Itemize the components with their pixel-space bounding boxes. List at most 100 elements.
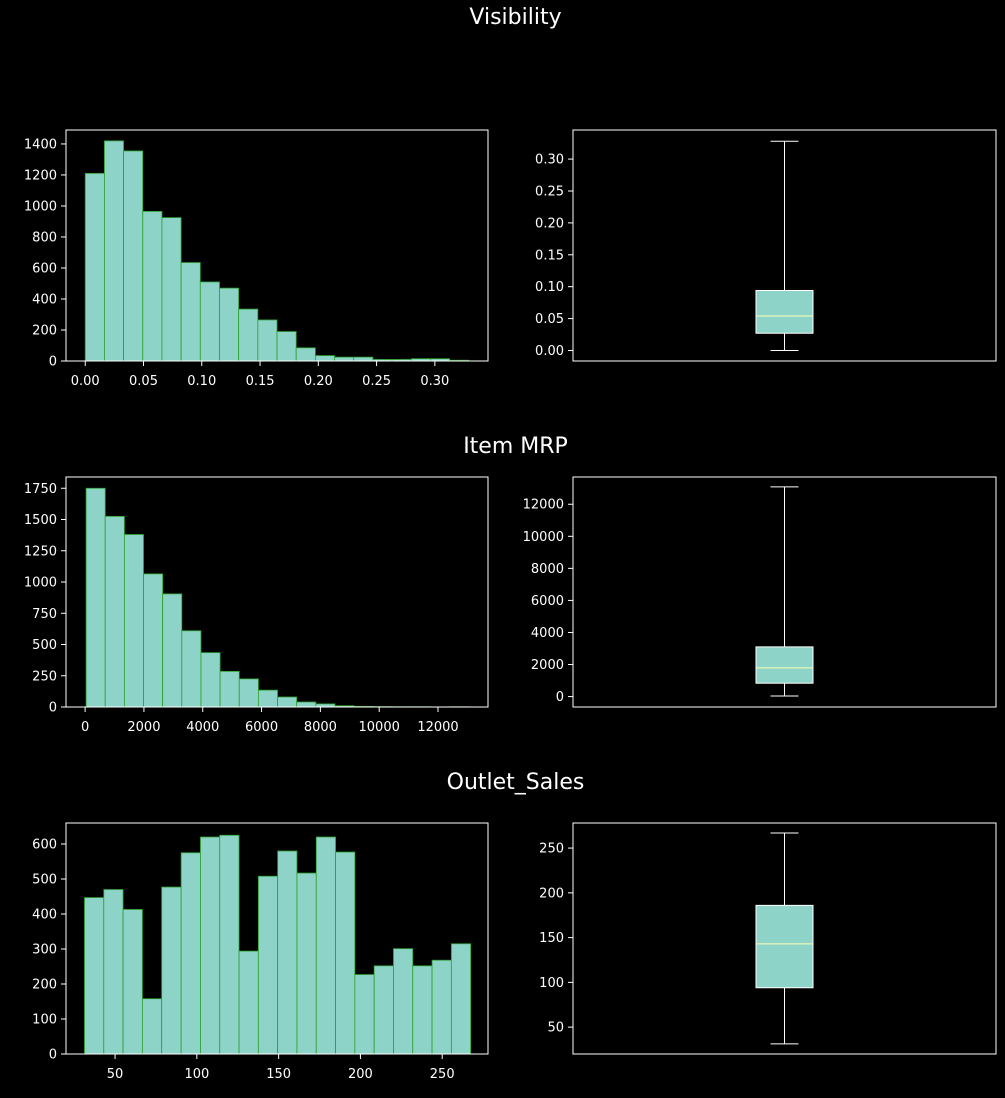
chart-1-xtick-label: 0.20 [304,374,333,389]
chart-3-axes-frame [65,476,489,708]
chart-3-bar-1 [85,487,106,708]
chart-5-bar-4 [141,998,163,1055]
chart-6-axes-frame [572,822,997,1055]
chart-5-bar-8 [219,834,240,1055]
chart-3-bar-12 [296,701,317,708]
chart-3-bar-11 [277,696,298,708]
chart-5-bar-20 [450,943,472,1055]
chart-5-bar-18 [412,965,433,1055]
chart-1-ytick-label: 200 [32,323,57,338]
chart-3-ytick-label: 1000 [24,576,57,591]
chart-2-ytick-label: 0.25 [535,184,564,199]
chart-3-ytick-label: 1500 [24,513,57,528]
chart-5-bar-16 [373,965,394,1055]
chart-5-ytick-label: 0 [49,1048,57,1063]
chart-3-ytick-label: 750 [32,607,57,622]
chart-1-xtick-label: 0.25 [362,374,391,389]
chart-1-xtick-label: 0.15 [246,374,275,389]
chart-3-xtick-label: 6000 [245,720,278,735]
chart-1-ytick-label: 1000 [24,199,57,214]
chart-3-xtick-label: 0 [81,720,89,735]
chart-1-bar-13 [314,355,335,362]
chart-5-xtick-label: 200 [348,1067,373,1082]
chart-5-bar-5 [161,886,182,1055]
chart-1-bar-14 [334,356,355,362]
chart-4-box [755,646,814,684]
chart-4-ytick-label: 2000 [531,658,564,673]
chart-5-xtick-label: 50 [107,1067,124,1082]
chart-1-bar-12 [295,347,316,362]
chart-1-bar-15 [353,356,374,362]
chart-5-bar-1 [84,897,105,1055]
chart-6-ytick-label: 100 [539,976,564,991]
chart-1-bar-2 [104,140,124,362]
chart-1-ytick-label: 1400 [24,137,57,152]
chart-6-ytick-label: 250 [539,842,564,857]
chart-5-bar-10 [257,875,279,1055]
chart-4-ytick-label: 8000 [531,562,564,577]
chart-5-xtick-label: 250 [430,1067,455,1082]
chart-1-xtick-label: 0.00 [71,374,100,389]
chart-3-bar-5 [162,593,183,708]
chart-3-xtick-label: 4000 [186,720,219,735]
chart-3-bar-10 [257,689,278,708]
chart-5-ytick-label: 400 [32,908,57,923]
chart-1-ytick-label: 1200 [24,168,57,183]
chart-6-box [755,904,814,989]
chart-4-axes-frame [572,476,997,708]
chart-4-ytick-label: 6000 [531,594,564,609]
chart-2-ytick-label: 0.30 [535,153,564,168]
chart-2-box [755,290,814,334]
chart-1-bar-6 [180,262,201,362]
chart-4-ytick-label: 12000 [523,498,564,513]
chart-3-bar-8 [219,670,240,708]
chart-3-ytick-label: 1250 [24,544,57,559]
chart-5-ytick-label: 500 [32,873,57,888]
chart-1-bar-7 [199,281,220,362]
chart-1-bar-10 [257,319,278,362]
chart-1-bar-4 [142,210,163,362]
chart-3-bar-9 [238,678,259,708]
chart-2-ytick-label: 0.10 [535,280,564,295]
chart-5-bar-6 [180,852,201,1055]
chart-1-axes-frame [65,129,489,362]
chart-1-bar-11 [276,331,297,362]
chart-2-ytick-label: 0.05 [535,312,564,327]
chart-3-xtick-label: 12000 [417,720,458,735]
chart-1-bar-3 [123,150,144,362]
chart-2-ytick-label: 0.00 [535,344,564,359]
chart-3-ytick-label: 250 [32,669,57,684]
chart-5-axes-frame [65,822,489,1055]
chart-1-ytick-label: 400 [32,292,57,307]
chart-3-ytick-label: 1750 [24,482,57,497]
chart-4-ytick-label: 4000 [531,626,564,641]
chart-5-bar-15 [354,974,375,1055]
row-title-visibility: Visibility [469,5,562,30]
chart-5-bar-19 [431,959,452,1055]
chart-6-ytick-label: 150 [539,931,564,946]
chart-1-bar-8 [219,287,240,362]
chart-5-ytick-label: 200 [32,978,57,993]
chart-1-ytick-label: 0 [49,355,57,370]
chart-1-bar-9 [238,308,259,362]
chart-5-bar-12 [296,872,317,1055]
chart-2-ytick-label: 0.20 [535,216,564,231]
chart-5-ytick-label: 600 [32,838,57,853]
chart-3-bar-7 [200,652,221,708]
chart-5-bar-9 [238,950,259,1055]
chart-2-ytick-label: 0.15 [535,248,564,263]
chart-3-xtick-label: 8000 [304,720,337,735]
chart-1-bar-5 [161,217,182,362]
chart-4-ytick-label: 0 [556,690,564,705]
chart-6-ytick-label: 50 [547,1021,564,1036]
chart-5-bar-2 [103,889,124,1055]
chart-5-bar-11 [277,850,298,1055]
chart-5-xtick-label: 100 [184,1067,209,1082]
chart-5-bar-7 [200,836,221,1055]
chart-3-ytick-label: 0 [49,701,57,716]
chart-3-xtick-label: 2000 [127,720,160,735]
chart-1-ytick-label: 800 [32,230,57,245]
chart-3-bar-3 [123,534,144,708]
chart-3-ytick-label: 500 [32,638,57,653]
